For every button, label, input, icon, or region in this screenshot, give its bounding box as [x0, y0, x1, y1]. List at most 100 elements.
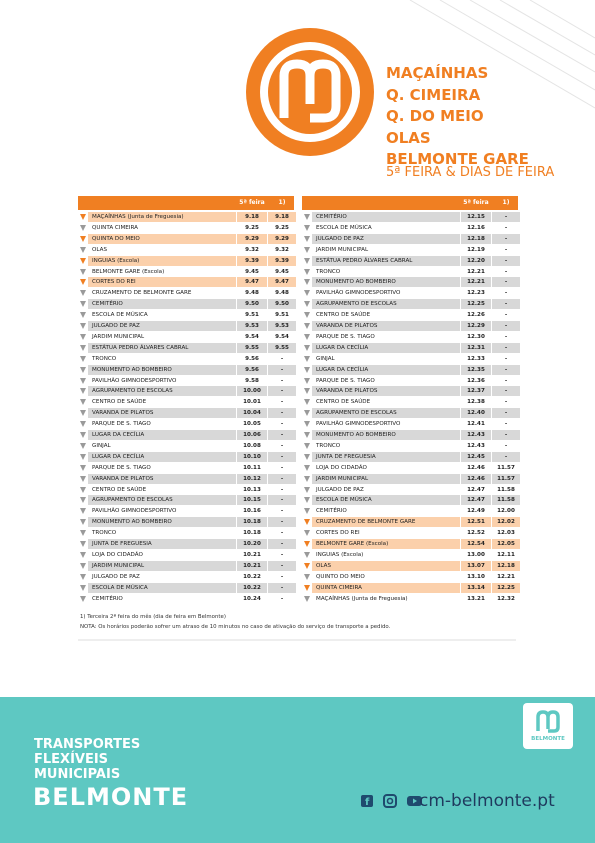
table-row: AGRUPAMENTO DE ESCOLAS 12.25- [302, 299, 520, 310]
row-marker [80, 573, 86, 580]
row-marker [304, 442, 310, 449]
row-marker [80, 235, 86, 242]
stop-cell: JUNTA DE FREGUESIA [88, 539, 236, 549]
brand: BELMONTE [33, 783, 189, 811]
column-header: 5ª feira [239, 199, 265, 206]
time-cell: - [492, 255, 520, 266]
row-marker [80, 323, 86, 329]
table-row: MONUMENTO AO BOMBEIRO 9.56- [78, 364, 296, 375]
time-cell: - [492, 244, 520, 255]
time-cell: 12.02 [492, 517, 520, 528]
stop-cell: TRONCO [88, 353, 236, 364]
table-row: BELMONTE GARE (Escola) 12.54 12.05 [302, 539, 520, 549]
time-cell: - [492, 299, 520, 310]
time-cell: - [268, 484, 296, 495]
time-cell: 9.54 [237, 331, 267, 342]
time-cell: 12.16 [461, 222, 491, 233]
table-row: TRONCO 9.56- [78, 353, 296, 364]
title-line: MAÇAÍNHAS [386, 64, 489, 82]
row-marker [80, 377, 86, 384]
time-cell: 12.05 [492, 539, 520, 549]
time-cell: - [492, 310, 520, 321]
time-cell: - [492, 408, 520, 419]
footer-line: TRANSPORTES [34, 737, 141, 752]
time-cell: 12.45 [461, 451, 491, 462]
time-cell: - [492, 375, 520, 386]
website[interactable]: cm-belmonte.pt [419, 791, 555, 811]
time-cell: 10.11 [237, 462, 267, 473]
row-marker [304, 377, 310, 384]
stop-cell: QUINTA CIMEIRA [88, 222, 236, 233]
row-marker [80, 355, 86, 362]
time-cell: - [492, 397, 520, 408]
row-marker [80, 508, 86, 515]
table-row: CENTRO DE SAÚDE 12.38- [302, 397, 520, 408]
table-row: PAVILHÃO GIMNODESPORTIVO 9.58- [78, 375, 296, 386]
stop-cell: PARQUE DE S. TIAGO [312, 331, 460, 342]
time-cell: 12.40 [461, 408, 491, 419]
stop-cell: MAÇAÍNHAS (Junta de Freguesia) [312, 593, 460, 604]
title-line: BELMONTE GARE [386, 150, 529, 168]
stop-cell: GINJAL [312, 353, 460, 364]
time-cell: 12.46 [461, 473, 491, 484]
time-cell: 10.04 [237, 408, 267, 419]
stop-cell: CENTRO DE SAÚDE [312, 397, 460, 408]
table-row: LOJA DO CIDADÃO 12.46 11.57 [302, 462, 520, 473]
time-cell: - [492, 386, 520, 397]
stop-cell: VARANDA DE PILATOS [312, 386, 460, 397]
time-cell: 12.43 [461, 430, 491, 440]
table-row: LUGAR DA CECÍLIA 12.35- [302, 364, 520, 375]
row-marker [304, 475, 310, 482]
time-cell: 12.20 [461, 255, 491, 266]
time-cell: - [268, 430, 296, 440]
time-cell: - [268, 560, 296, 571]
time-cell: - [492, 440, 520, 451]
row-marker [80, 497, 86, 504]
row-marker [80, 421, 86, 428]
time-cell: - [268, 593, 296, 604]
stop-cell: PARQUE DE S. TIAGO [312, 375, 460, 386]
time-cell: 9.55 [237, 342, 267, 353]
time-cell: 9.39 [268, 255, 296, 266]
table-row: JULGADO DE PAZ 12.18- [302, 233, 520, 244]
time-cell: 12.23 [461, 288, 491, 299]
time-cell: 10.21 [237, 549, 267, 560]
time-cell: 12.03 [492, 528, 520, 539]
time-cell: 12.18 [461, 233, 491, 244]
table-row: CENTRO DE SAÚDE 12.26- [302, 310, 520, 321]
table-row: ESTÁTUA PEDRO ÁLVARES CABRAL 12.20- [302, 255, 520, 266]
table-row: GINJAL 10.08- [78, 440, 296, 451]
stop-cell: CENTRO DE SAÚDE [88, 484, 236, 495]
row-marker [80, 388, 86, 395]
row-marker [80, 268, 86, 275]
table-row: JUNTA DE FREGUESIA 12.45- [302, 451, 520, 462]
row-marker [80, 475, 86, 482]
stop-cell: LUGAR DA CECÍLIA [88, 451, 236, 462]
stop-cell: ESCOLA DE MÚSICA [88, 582, 236, 593]
time-cell: 9.32 [237, 244, 267, 255]
stop-cell: PARQUE DE S. TIAGO [88, 419, 236, 430]
subtitle: 5ª FEIRA & DIAS DE FEIRA [386, 165, 555, 180]
stop-cell: JARDIM MUNICIPAL [88, 560, 236, 571]
table-row: JARDIM MUNICIPAL 10.21- [78, 560, 296, 571]
time-cell: 11.57 [492, 473, 520, 484]
row-marker [304, 453, 310, 460]
row-marker [80, 453, 86, 460]
title-line: OLAS [386, 128, 431, 147]
row-marker [304, 595, 310, 602]
row-marker [304, 541, 310, 547]
table-row: OLAS 9.32 9.32 [78, 244, 296, 255]
time-cell: 10.00 [237, 386, 267, 397]
stop-cell: JULGADO DE PAZ [88, 571, 236, 582]
logo-box: BELMONTE [523, 703, 573, 749]
stop-cell: PAVILHÃO GIMNODESPORTIVO [88, 506, 236, 517]
time-cell: 12.15 [461, 212, 491, 222]
table-row: CORTES DO REI 9.47 9.47 [78, 277, 296, 288]
stop-cell: PAVILHÃO GIMNODESPORTIVO [88, 375, 236, 386]
stop-cell: CRUZAMENTO DE BELMONTE GARE [312, 517, 460, 528]
stop-cell: CORTES DO REI [88, 277, 236, 288]
row-marker [304, 290, 310, 297]
time-cell: 10.18 [237, 517, 267, 528]
